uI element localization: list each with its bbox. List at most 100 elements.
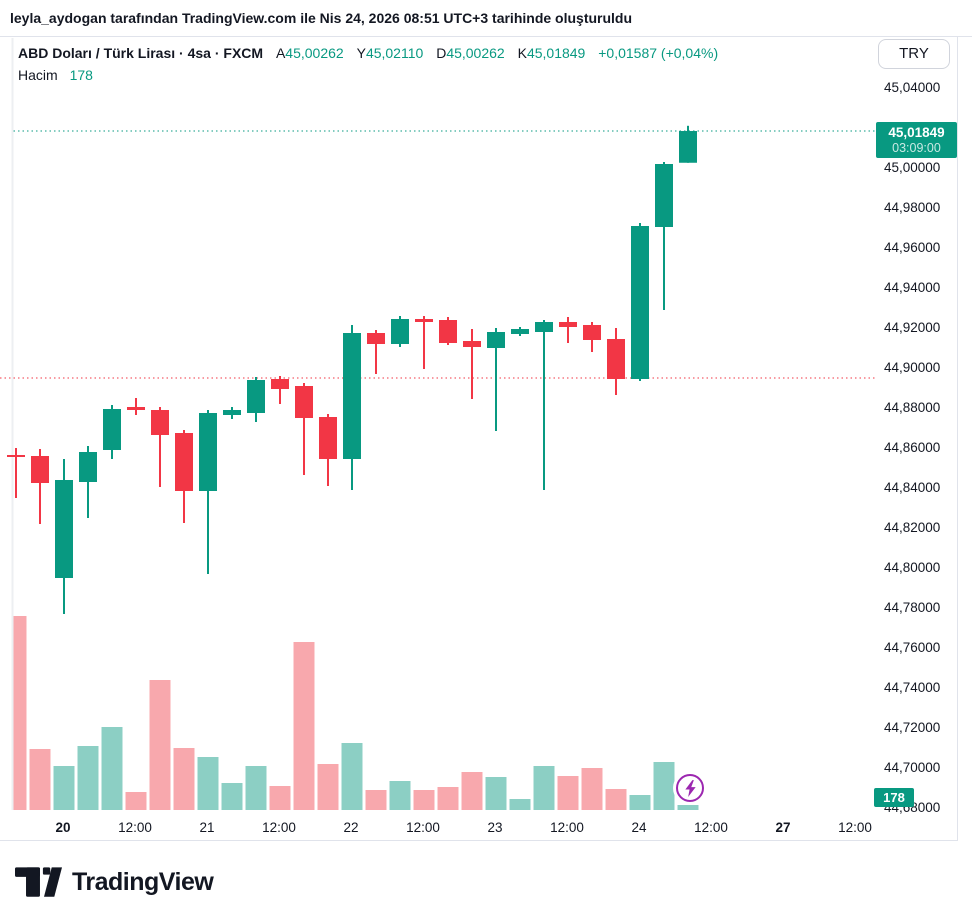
chart-legend-row: ABD Doları / Türk Lirası · 4sa · FXCM A4…	[18, 45, 718, 63]
price-axis-label: 45,00000	[884, 160, 941, 175]
volume-bar	[149, 680, 171, 810]
candle-body	[679, 131, 697, 163]
price-axis-label: 44,80000	[884, 560, 941, 575]
volume-bar	[29, 749, 51, 810]
volume-bar	[317, 764, 339, 810]
candle-body	[343, 333, 361, 459]
candle-body	[511, 329, 529, 334]
candle-body	[295, 386, 313, 418]
attribution-text: leyla_aydogan tarafından TradingView.com…	[0, 0, 972, 37]
volume-legend-row: Hacim 178	[18, 67, 93, 85]
quote-open-label: A	[275, 45, 286, 61]
time-axis-label: 12:00	[118, 820, 152, 835]
candle-body	[55, 480, 73, 578]
volume-bar	[389, 781, 411, 810]
price-axis-label: 44,98000	[884, 200, 941, 215]
volume-bar	[437, 787, 459, 810]
candle-body	[247, 380, 265, 413]
time-axis-label: 20	[55, 820, 71, 835]
candle-body	[439, 320, 457, 343]
candle-body	[175, 433, 193, 491]
candle-body	[559, 322, 577, 327]
volume-bar	[101, 727, 123, 810]
price-axis-label: 44,84000	[884, 480, 941, 495]
lightning-icon	[684, 779, 696, 797]
symbol-title: ABD Doları / Türk Lirası · 4sa · FXCM	[18, 45, 264, 61]
volume-bar	[341, 743, 363, 810]
bar-countdown: 03:09:00	[892, 141, 941, 155]
candle-body	[367, 333, 385, 344]
candle-body	[319, 417, 337, 459]
tradingview-logo-icon	[15, 867, 62, 897]
tradingview-logo-text: TradingView	[72, 867, 214, 896]
volume-bar	[125, 792, 147, 810]
price-axis-label: 44,82000	[884, 520, 941, 535]
volume-bar	[653, 762, 675, 810]
last-price-value: 45,01849	[888, 125, 945, 140]
price-axis-label: 44,86000	[884, 440, 941, 455]
candle-body	[415, 319, 433, 322]
volume-bar	[77, 746, 99, 810]
volume-series	[13, 616, 699, 810]
price-axis-label: 44,70000	[884, 760, 941, 775]
volume-bar	[581, 768, 603, 810]
price-axis-label: 44,90000	[884, 360, 941, 375]
volume-value: 178	[69, 67, 93, 83]
volume-bar	[413, 790, 435, 810]
candle-body	[607, 339, 625, 379]
candle-body	[583, 325, 601, 340]
time-axis-label: 12:00	[406, 820, 440, 835]
candle-body	[463, 341, 481, 347]
price-axis-label: 44,74000	[884, 680, 941, 695]
candle-body	[31, 456, 49, 483]
volume-bar	[509, 799, 531, 810]
volume-bar	[461, 772, 483, 810]
price-axis-label: 44,76000	[884, 640, 941, 655]
quote-close-value: 45,01849	[526, 45, 586, 61]
price-axis-label: 44,72000	[884, 720, 941, 735]
frame-bottom-border	[0, 840, 958, 841]
time-axis-label: 24	[631, 820, 647, 835]
candle-body	[7, 455, 25, 457]
candle-body	[79, 452, 97, 482]
volume-bar	[677, 805, 699, 810]
price-axis-label: 44,88000	[884, 400, 941, 415]
time-axis-label: 27	[775, 820, 791, 835]
volume-bar	[557, 776, 579, 810]
quote-change: +0,01587 (+0,04%)	[598, 45, 719, 61]
volume-label: Hacim	[18, 67, 58, 83]
last-price-badge: 45,01849 03:09:00	[876, 122, 957, 158]
frame-right-border	[957, 37, 958, 841]
time-axis-label: 12:00	[838, 820, 872, 835]
currency-toggle-button[interactable]: TRY	[878, 39, 950, 69]
candle-body	[487, 332, 505, 348]
volume-bar	[13, 616, 27, 810]
time-axis-label: 12:00	[262, 820, 296, 835]
volume-axis-badge: 178	[874, 788, 914, 807]
candle-body	[199, 413, 217, 491]
lightning-marker-button[interactable]	[676, 774, 704, 802]
quote-open-value: 45,00262	[285, 45, 344, 61]
price-axis-label: 44,78000	[884, 600, 941, 615]
time-axis-label: 22	[343, 820, 359, 835]
volume-bar	[173, 748, 195, 810]
quote-high-value: 45,02110	[365, 45, 424, 61]
candle-body	[271, 379, 289, 389]
volume-bar	[221, 783, 243, 810]
candle-body	[391, 319, 409, 344]
volume-bar	[533, 766, 555, 810]
price-axis-label: 44,96000	[884, 240, 941, 255]
volume-bar	[365, 790, 387, 810]
price-axis-label: 44,94000	[884, 280, 941, 295]
volume-bar	[629, 795, 651, 810]
time-axis-label: 12:00	[694, 820, 728, 835]
volume-bar	[269, 786, 291, 810]
volume-bar	[53, 766, 75, 810]
candle-body	[103, 409, 121, 450]
tradingview-logo[interactable]: TradingView	[15, 864, 214, 900]
quote-low-label: D	[436, 45, 447, 61]
candle-body	[535, 322, 553, 332]
quote-low-value: 45,00262	[446, 45, 505, 61]
